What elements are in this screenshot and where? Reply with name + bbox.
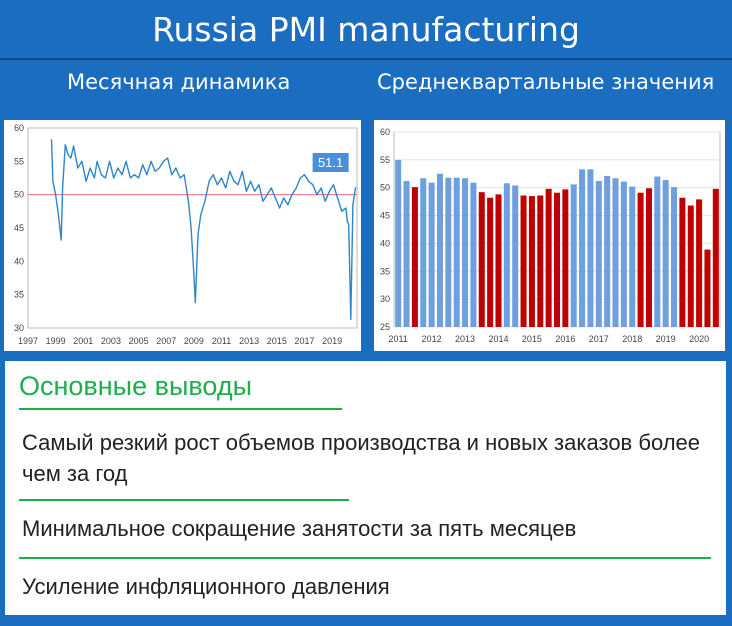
quarter-bar — [453, 177, 460, 327]
conclusion-divider-1 — [19, 499, 349, 501]
x-tick-label: 2015 — [267, 336, 287, 346]
y-tick-label: 45 — [380, 211, 390, 221]
conclusions-heading: Основные выводы — [19, 371, 252, 401]
quarter-bar — [662, 179, 669, 327]
x-tick-label: 2018 — [622, 334, 642, 344]
quarter-bar — [470, 182, 477, 327]
quarter-bar — [528, 196, 535, 327]
quarter-bar — [679, 197, 686, 327]
title-divider — [0, 58, 732, 60]
pmi-series-line — [50, 139, 357, 321]
x-tick-label: 2013 — [455, 334, 475, 344]
x-tick-label: 2020 — [689, 334, 709, 344]
quarter-bar — [587, 169, 594, 327]
x-tick-label: 2016 — [555, 334, 575, 344]
quarter-bar — [595, 181, 602, 327]
y-tick-label: 30 — [14, 323, 24, 333]
quarter-bar — [420, 178, 427, 327]
quarter-bar — [462, 178, 469, 327]
quarter-bar — [704, 249, 711, 327]
monthly-subtitle: Месячная динамика — [67, 70, 291, 94]
quarter-bar — [403, 181, 410, 327]
quarter-bar — [503, 183, 510, 327]
quarter-bar — [637, 192, 644, 327]
x-tick-label: 1997 — [18, 336, 38, 346]
conclusion-divider-2 — [19, 557, 711, 559]
quarter-bar — [512, 185, 519, 327]
conclusions-panel: Основные выводы Самый резкий рост объемо… — [5, 361, 726, 615]
y-tick-label: 55 — [380, 155, 390, 165]
quarter-bar — [604, 176, 611, 327]
quarterly-subtitle: Среднеквартальные значения — [377, 70, 715, 94]
x-tick-label: 2015 — [522, 334, 542, 344]
y-tick-label: 30 — [380, 294, 390, 304]
x-tick-label: 2011 — [388, 334, 407, 344]
heading-underline — [19, 408, 342, 410]
x-tick-label: 2017 — [589, 334, 609, 344]
quarter-bar — [645, 188, 652, 327]
quarter-bar — [445, 177, 452, 327]
quarter-bar — [570, 184, 577, 327]
quarter-bar — [487, 197, 494, 327]
quarter-bar — [395, 159, 402, 327]
page-title: Russia PMI manufacturing — [0, 0, 732, 58]
x-tick-label: 2012 — [422, 334, 442, 344]
quarter-bar — [436, 173, 443, 327]
quarter-bar — [654, 176, 661, 327]
y-tick-label: 40 — [380, 238, 390, 248]
quarter-bar — [495, 194, 502, 327]
y-tick-label: 40 — [14, 256, 24, 266]
quarter-bar — [553, 192, 561, 327]
quarter-bar — [545, 188, 552, 327]
x-tick-label: 2019 — [322, 336, 342, 346]
x-tick-label: 2009 — [184, 336, 204, 346]
monthly-chart-panel: 30 35 40 45 50 55 60 1997 1999 2001 2003 2005 2007 20… — [4, 120, 361, 351]
quarter-bar — [478, 192, 485, 327]
x-tick-label: 2014 — [488, 334, 508, 344]
last-value-label: 51.1 — [318, 155, 343, 170]
quarter-bar — [428, 182, 435, 327]
quarter-bar — [562, 189, 569, 327]
quarter-bar — [712, 188, 719, 327]
x-tick-label: 1999 — [46, 336, 66, 346]
quarter-bar — [612, 178, 619, 327]
y-tick-label: 50 — [14, 190, 24, 200]
plot-frame — [27, 127, 358, 329]
quarter-bar — [671, 187, 678, 327]
quarterly-chart-panel: 25 30 35 40 45 50 55 60 2011 2012 2013 2014 2015 2016… — [374, 120, 725, 351]
y-tick-label: 60 — [380, 127, 390, 137]
y-tick-label: 45 — [14, 223, 24, 233]
quarter-bar — [579, 169, 586, 327]
x-tick-label: 2001 — [73, 336, 93, 346]
y-tick-label: 35 — [380, 266, 390, 276]
x-tick-label: 2019 — [656, 334, 676, 344]
x-tick-label: 2007 — [156, 336, 176, 346]
conclusion-item-3: Усиление инфляционного давления — [22, 574, 390, 599]
y-tick-label: 50 — [380, 183, 390, 193]
conclusion-item-2: Минимальное сокращение занятости за пять… — [22, 516, 577, 541]
x-tick-label: 2017 — [294, 336, 314, 346]
y-tick-label: 35 — [14, 290, 24, 300]
quarter-bar — [629, 186, 636, 327]
quarter-bar — [411, 187, 418, 327]
monthly-line-chart: 30 35 40 45 50 55 60 1997 1999 2001 2003 2005 2007 20… — [14, 123, 358, 346]
quarter-bar — [687, 205, 694, 327]
x-tick-label: 2003 — [101, 336, 121, 346]
quarter-bar — [520, 195, 527, 327]
quarter-bar — [620, 181, 627, 327]
quarterly-bar-chart: 25 30 35 40 45 50 55 60 2011 2012 2013 2014 2015 2016… — [380, 127, 721, 344]
x-tick-label: 2013 — [239, 336, 259, 346]
x-tick-label: 2011 — [212, 336, 231, 346]
conclusion-item-1: Самый резкий рост объемов производства и… — [22, 430, 701, 486]
y-tick-label: 25 — [380, 322, 390, 332]
last-value-badge — [312, 153, 349, 172]
y-tick-label: 60 — [14, 123, 24, 133]
x-tick-label: 2005 — [129, 336, 149, 346]
quarter-bar — [696, 199, 703, 327]
y-tick-label: 55 — [14, 156, 24, 166]
quarter-bar — [537, 195, 544, 327]
